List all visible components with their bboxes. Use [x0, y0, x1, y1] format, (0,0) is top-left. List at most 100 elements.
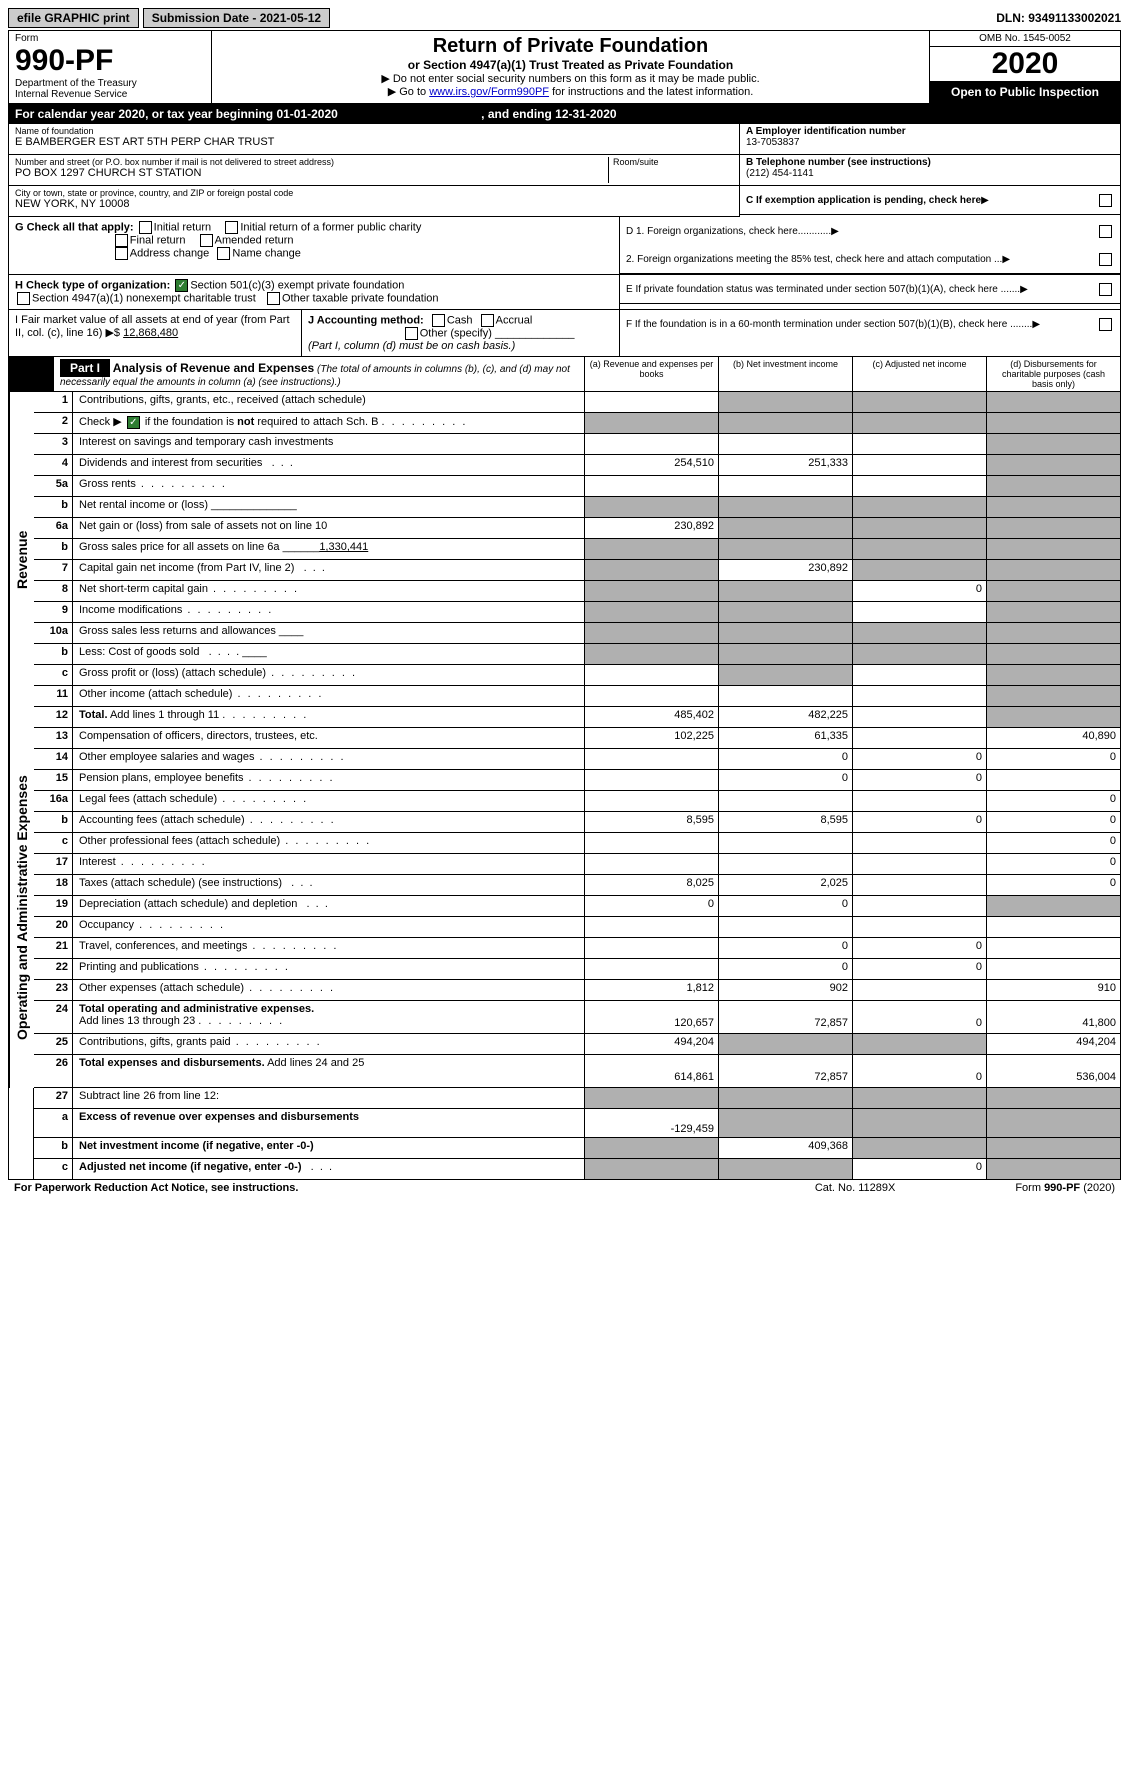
gross-sales-value: 1,330,441: [319, 541, 368, 553]
initial-former-label: Initial return of a former public charit…: [240, 221, 421, 233]
col-a-header: (a) Revenue and expenses per books: [585, 357, 719, 391]
name-cell: Name of foundation E BAMBERGER EST ART 5…: [9, 124, 739, 155]
city-label: City or town, state or province, country…: [15, 188, 733, 198]
ein-cell: A Employer identification number 13-7053…: [740, 124, 1120, 155]
foundation-name: E BAMBERGER EST ART 5TH PERP CHAR TRUST: [15, 136, 733, 148]
cell-value: 0: [987, 833, 1120, 853]
final-return-label: Final return: [130, 234, 186, 246]
address-change-checkbox[interactable]: [115, 247, 128, 260]
row-num: 26: [34, 1055, 73, 1087]
row-desc: Other income (attach schedule): [73, 686, 585, 706]
row-num: 15: [34, 770, 73, 790]
paperwork-notice: For Paperwork Reduction Act Notice, see …: [14, 1182, 298, 1194]
expenses-sidebar: Operating and Administrative Expenses: [9, 728, 34, 1088]
form-number: 990-PF: [15, 44, 205, 78]
row-desc: Net short-term capital gain: [73, 581, 585, 601]
cell-value: 61,335: [719, 728, 853, 748]
row-desc: Total operating and administrative expen…: [73, 1001, 585, 1033]
row-num: 3: [34, 434, 73, 454]
c-checkbox[interactable]: [1099, 194, 1112, 207]
final-return-checkbox[interactable]: [115, 234, 128, 247]
cell-value: 494,204: [585, 1034, 719, 1054]
note-ssn: ▶ Do not enter social security numbers o…: [216, 72, 925, 85]
cell-value: 102,225: [585, 728, 719, 748]
col-c-header: (c) Adjusted net income: [853, 357, 987, 391]
omb-label: OMB No. 1545-0052: [930, 31, 1120, 47]
expenses-section: Operating and Administrative Expenses 13…: [9, 728, 1120, 1088]
submission-date-button[interactable]: Submission Date - 2021-05-12: [143, 8, 330, 28]
efile-button[interactable]: efile GRAPHIC print: [8, 8, 139, 28]
irs-link[interactable]: www.irs.gov/Form990PF: [429, 86, 549, 98]
row-desc: Income modifications: [73, 602, 585, 622]
cash-checkbox[interactable]: [432, 314, 445, 327]
cell-value: 0: [853, 581, 987, 601]
row-desc: Subtract line 26 from line 12:: [73, 1088, 585, 1108]
initial-return-checkbox[interactable]: [139, 221, 152, 234]
cell-value: 409,368: [719, 1138, 853, 1158]
form-ref: Form 990-PF (2020): [1015, 1182, 1115, 1194]
s4947-label: Section 4947(a)(1) nonexempt charitable …: [32, 292, 256, 304]
col-b-header: (b) Net investment income: [719, 357, 853, 391]
initial-former-checkbox[interactable]: [225, 221, 238, 234]
row-desc: Gross sales less returns and allowances …: [73, 623, 585, 643]
row-num: 13: [34, 728, 73, 748]
cell-value: 8,025: [585, 875, 719, 895]
address-change-label: Address change: [130, 247, 210, 259]
cell-value: 230,892: [719, 560, 853, 580]
cell-value: 254,510: [585, 455, 719, 475]
accrual-checkbox[interactable]: [481, 314, 494, 327]
room-label: Room/suite: [613, 157, 733, 167]
address-row: Number and street (or P.O. box number if…: [9, 155, 739, 186]
col-d-header: (d) Disbursements for charitable purpose…: [987, 357, 1120, 391]
phone-cell: B Telephone number (see instructions) (2…: [740, 155, 1120, 186]
row-num: 6a: [34, 518, 73, 538]
cell-value: 482,225: [719, 707, 853, 727]
part1-title: Analysis of Revenue and Expenses: [113, 361, 314, 375]
row-desc: Other professional fees (attach schedule…: [73, 833, 585, 853]
row-num: 5a: [34, 476, 73, 496]
ein-value: 13-7053837: [746, 137, 1114, 148]
row-num: 19: [34, 896, 73, 916]
name-change-checkbox[interactable]: [217, 247, 230, 260]
d1-checkbox[interactable]: [1099, 225, 1112, 238]
part1-label: Part I: [60, 359, 110, 377]
row-num: 10a: [34, 623, 73, 643]
city-cell: City or town, state or province, country…: [9, 186, 739, 217]
topbar: efile GRAPHIC print Submission Date - 20…: [8, 8, 1121, 28]
cash-label: Cash: [447, 314, 473, 326]
s501-checkbox[interactable]: [175, 279, 188, 292]
row-desc: Net investment income (if negative, ente…: [73, 1138, 585, 1158]
cell-value: 494,204: [987, 1034, 1120, 1054]
cell-value: 0: [987, 791, 1120, 811]
f-checkbox[interactable]: [1099, 318, 1112, 331]
name-label: Name of foundation: [15, 126, 733, 136]
cell-value: 120,657: [585, 1001, 719, 1033]
d2-checkbox[interactable]: [1099, 253, 1112, 266]
row-desc: Gross profit or (loss) (attach schedule): [73, 665, 585, 685]
subtract-section: 27Subtract line 26 from line 12: aExcess…: [9, 1088, 1120, 1179]
accrual-label: Accrual: [496, 314, 533, 326]
calendar-begin: For calendar year 2020, or tax year begi…: [15, 107, 338, 121]
tax-year: 2020: [930, 47, 1120, 81]
other-taxable-checkbox[interactable]: [267, 292, 280, 305]
row-desc: Interest: [73, 854, 585, 874]
e-label: E If private foundation status was termi…: [626, 284, 1020, 295]
e-checkbox[interactable]: [1099, 283, 1112, 296]
header-center: Return of Private Foundation or Section …: [212, 31, 929, 103]
row-desc: Depreciation (attach schedule) and deple…: [73, 896, 585, 916]
part1-header: Part I Analysis of Revenue and Expenses …: [9, 356, 1120, 392]
cell-value: 0: [719, 770, 853, 790]
cell-value: 0: [987, 854, 1120, 874]
other-method-checkbox[interactable]: [405, 327, 418, 340]
row-num: b: [34, 812, 73, 832]
row-num: 4: [34, 455, 73, 475]
row-desc: Accounting fees (attach schedule): [73, 812, 585, 832]
j-note: (Part I, column (d) must be on cash basi…: [308, 340, 515, 352]
cell-value: 0: [719, 896, 853, 916]
s4947-checkbox[interactable]: [17, 292, 30, 305]
amended-checkbox[interactable]: [200, 234, 213, 247]
sch-b-checkbox[interactable]: [127, 416, 140, 429]
d2-label: 2. Foreign organizations meeting the 85%…: [626, 254, 1002, 265]
row-desc: Legal fees (attach schedule): [73, 791, 585, 811]
row-desc: Other employee salaries and wages: [73, 749, 585, 769]
